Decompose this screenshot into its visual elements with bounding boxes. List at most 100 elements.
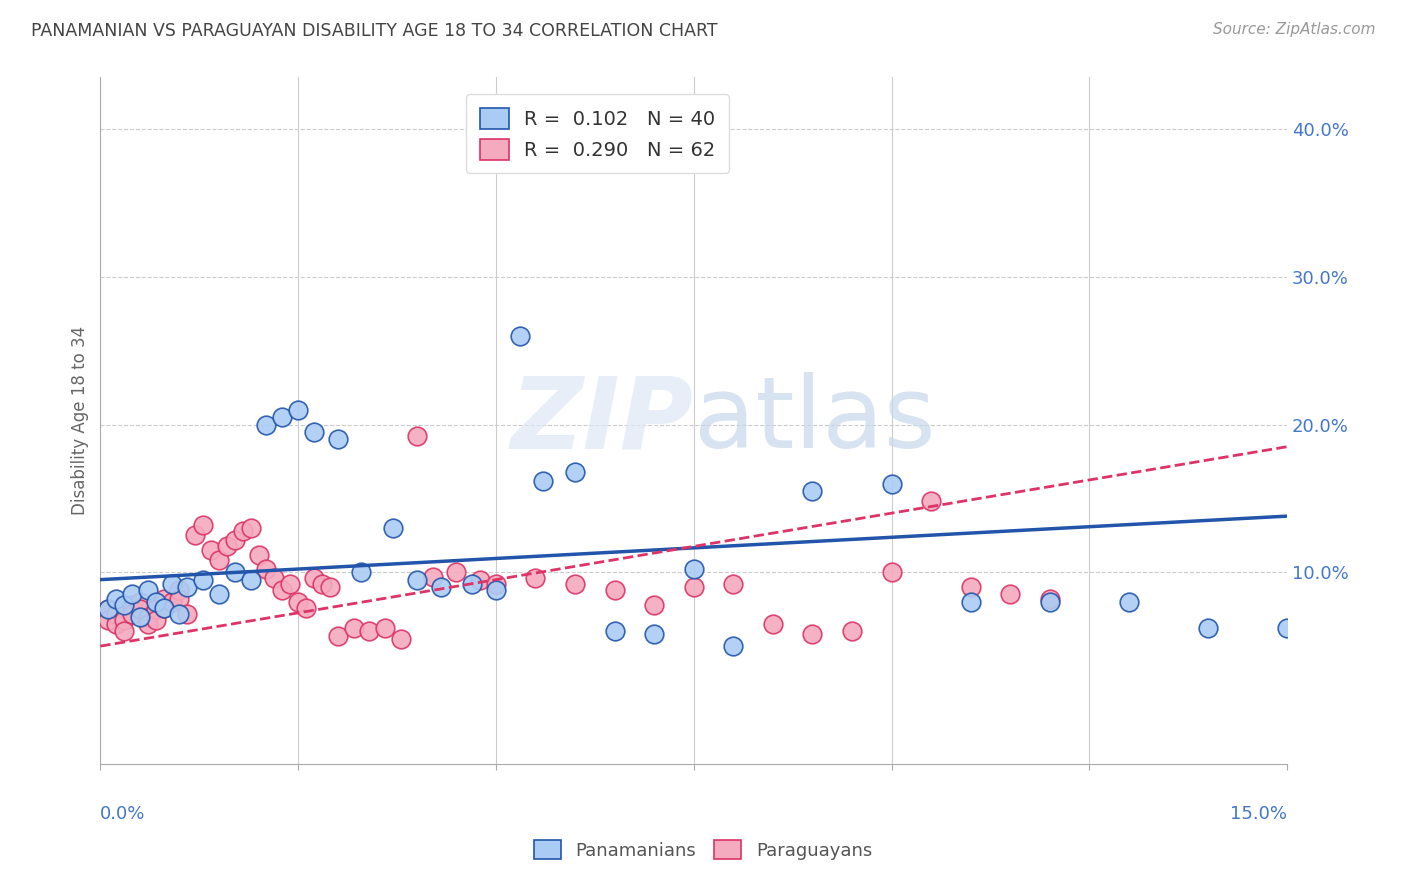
Point [184, 528, 207, 542]
Point [461, 577, 484, 591]
Point [405, 429, 427, 443]
Point [112, 624, 135, 639]
Point [169, 582, 191, 597]
Point [152, 591, 174, 606]
Point [112, 613, 135, 627]
Point [112, 598, 135, 612]
Point [105, 591, 128, 606]
Point [446, 566, 468, 580]
Point [152, 600, 174, 615]
Point [271, 410, 294, 425]
Point [129, 595, 152, 609]
Point [682, 562, 704, 576]
Point [880, 566, 903, 580]
Point [121, 607, 143, 621]
Point [208, 587, 231, 601]
Point [215, 539, 238, 553]
Point [239, 573, 262, 587]
Point [959, 595, 981, 609]
Text: atlas: atlas [693, 372, 935, 469]
Point [389, 632, 412, 646]
Point [224, 533, 246, 547]
Point [643, 598, 665, 612]
Point [1039, 595, 1062, 609]
Point [723, 639, 745, 653]
Point [485, 582, 508, 597]
Point [136, 616, 159, 631]
Point [271, 582, 294, 597]
Point [145, 613, 167, 627]
Point [762, 616, 785, 631]
Point [998, 587, 1021, 601]
Legend: Panamanians, Paraguayans: Panamanians, Paraguayans [527, 832, 879, 867]
Point [121, 598, 143, 612]
Point [801, 483, 824, 498]
Point [603, 624, 626, 639]
Point [302, 571, 325, 585]
Point [121, 587, 143, 601]
Point [326, 433, 349, 447]
Point [295, 600, 318, 615]
Point [880, 476, 903, 491]
Point [524, 571, 547, 585]
Point [200, 543, 222, 558]
Point [643, 627, 665, 641]
Point [176, 607, 198, 621]
Point [350, 566, 373, 580]
Point [342, 621, 364, 635]
Text: 15.0%: 15.0% [1230, 805, 1286, 823]
Point [105, 616, 128, 631]
Point [97, 602, 120, 616]
Point [326, 629, 349, 643]
Point [193, 518, 215, 533]
Point [278, 577, 301, 591]
Point [160, 577, 183, 591]
Point [208, 553, 231, 567]
Point [224, 566, 246, 580]
Point [239, 521, 262, 535]
Text: ZIP: ZIP [510, 372, 693, 469]
Point [374, 621, 396, 635]
Text: 0.0%: 0.0% [100, 805, 146, 823]
Point [1118, 595, 1140, 609]
Point [169, 607, 191, 621]
Point [1197, 621, 1219, 635]
Point [382, 521, 405, 535]
Point [1039, 591, 1062, 606]
Point [145, 595, 167, 609]
Point [468, 573, 491, 587]
Point [485, 577, 508, 591]
Point [311, 577, 333, 591]
Point [97, 602, 120, 616]
Point [256, 417, 278, 432]
Point [136, 582, 159, 597]
Text: Source: ZipAtlas.com: Source: ZipAtlas.com [1212, 22, 1375, 37]
Point [176, 580, 198, 594]
Point [129, 602, 152, 616]
Point [531, 474, 554, 488]
Point [232, 524, 254, 538]
Legend: R =  0.102   N = 40, R =  0.290   N = 62: R = 0.102 N = 40, R = 0.290 N = 62 [467, 94, 730, 173]
Point [152, 600, 174, 615]
Point [801, 627, 824, 641]
Point [247, 548, 270, 562]
Point [263, 571, 285, 585]
Point [509, 329, 531, 343]
Point [287, 402, 309, 417]
Point [136, 609, 159, 624]
Point [97, 613, 120, 627]
Point [193, 573, 215, 587]
Point [256, 562, 278, 576]
Point [319, 580, 342, 594]
Point [302, 425, 325, 439]
Point [959, 580, 981, 594]
Point [359, 624, 381, 639]
Point [841, 624, 863, 639]
Point [723, 577, 745, 591]
Point [564, 577, 586, 591]
Point [160, 595, 183, 609]
Point [405, 573, 427, 587]
Point [603, 582, 626, 597]
Point [429, 580, 451, 594]
Point [145, 602, 167, 616]
